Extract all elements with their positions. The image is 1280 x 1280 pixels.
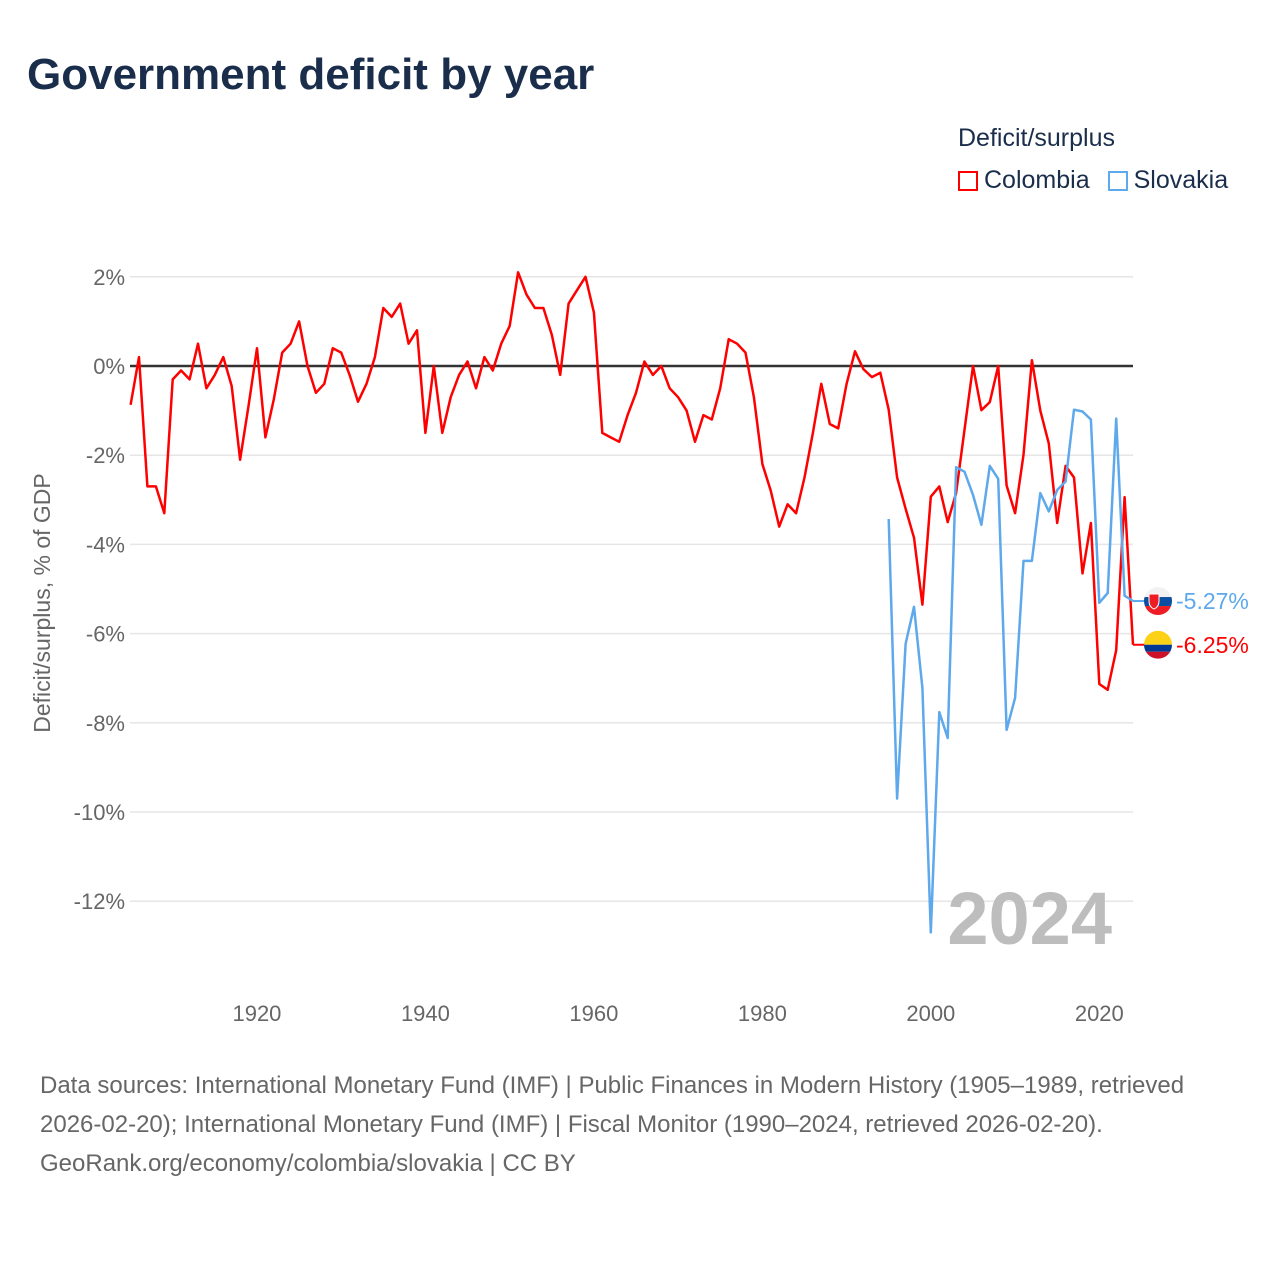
chart: 2% 0% -2% -4% -6% -8% -10% -12% 1920 1940 1960 1980… (29, 265, 1249, 1026)
x-tick-label: 1980 (738, 1001, 787, 1026)
series-line-colombia (129, 271, 1135, 692)
legend: Colombia Slovakia (958, 166, 1228, 195)
x-tick-label: 1960 (569, 1001, 618, 1026)
y-tick-label: -4% (86, 532, 125, 557)
flag-colombia-icon (1144, 644, 1172, 652)
legend-swatch-slovakia (1107, 170, 1128, 191)
y-tick-label: -6% (86, 622, 125, 647)
year-watermark: 2024 (947, 877, 1112, 960)
legend-title: Deficit/surplus (958, 124, 1115, 152)
footer: Data sources: International Monetary Fun… (40, 1066, 1240, 1183)
series-line-slovakia (887, 408, 1134, 934)
end-value-label-slovakia: -5.27% (1176, 588, 1249, 614)
legend-label-colombia: Colombia (984, 166, 1090, 194)
legend-swatch-colombia (958, 170, 978, 191)
x-tick-label: 2000 (906, 1001, 955, 1026)
data-sources: Data sources: International Monetary Fun… (40, 1072, 1185, 1138)
x-tick-label: 1920 (232, 1001, 281, 1026)
x-tick-label: 2020 (1075, 1001, 1124, 1026)
flag-slovakia-icon (1144, 606, 1172, 616)
y-tick-label: -2% (86, 443, 125, 468)
x-tick-label: 1940 (401, 1001, 450, 1026)
legend-label-slovakia: Slovakia (1133, 166, 1229, 194)
flag-colombia-icon (1144, 651, 1172, 659)
page-title: Government deficit by year (27, 50, 595, 99)
legend-item-colombia[interactable]: Colombia (958, 166, 1090, 195)
y-axis-title: Deficit/surplus, % of GDP (29, 473, 55, 732)
y-tick-label: 0% (93, 354, 125, 379)
y-tick-label: -10% (74, 800, 125, 825)
y-tick-label: -8% (86, 711, 125, 736)
legend-item-slovakia[interactable]: Slovakia (1107, 166, 1229, 195)
credit-link[interactable]: GeoRank.org/economy/colombia/slovakia | … (40, 1150, 576, 1177)
flag-slovakia-icon (1144, 587, 1172, 598)
flag-colombia-icon (1144, 630, 1172, 645)
flag-slovakia-shield-icon (1148, 593, 1160, 610)
y-tick-label: -12% (74, 889, 125, 914)
y-tick-label: 2% (93, 265, 125, 290)
end-value-label-colombia: -6.25% (1176, 632, 1249, 658)
